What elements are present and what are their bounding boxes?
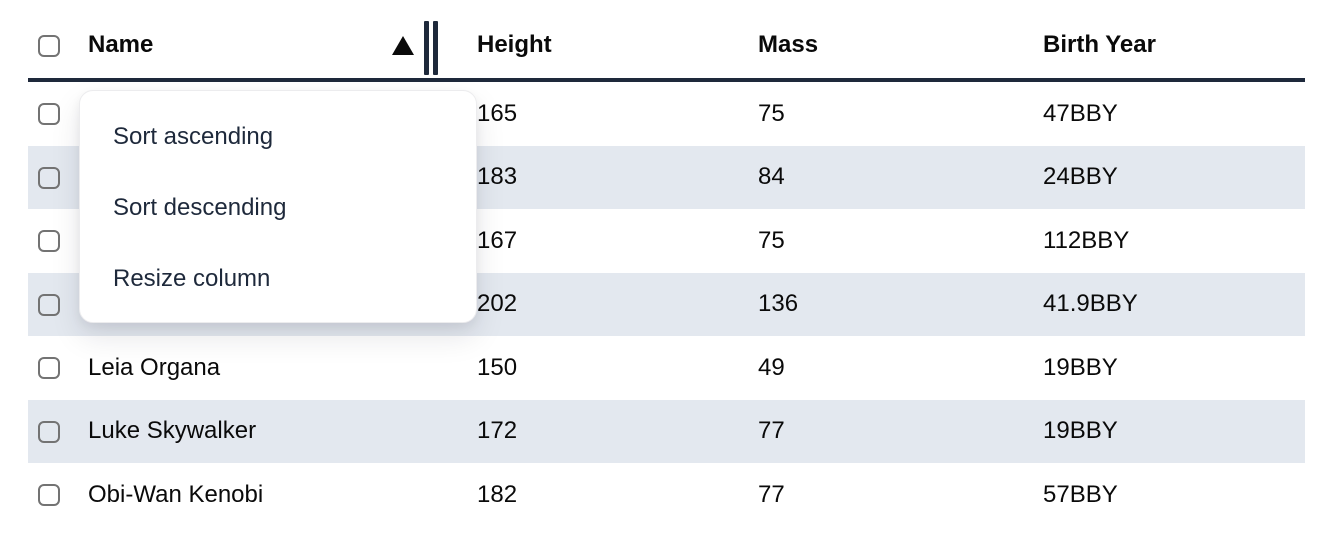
table-header-row: Name Height Mass Birth Year (28, 12, 1305, 82)
sort-ascending-icon (392, 36, 414, 55)
row-height: 172 (477, 417, 518, 445)
row-checkbox-cell (28, 100, 88, 128)
row-checkbox[interactable] (38, 420, 60, 443)
row-mass: 77 (758, 417, 785, 445)
table-row[interactable]: Leia Organa 150 49 19BBY (28, 336, 1305, 400)
row-height: 202 (477, 290, 518, 318)
menu-item-sort-ascending[interactable]: Sort ascending (113, 122, 274, 150)
column-header-height[interactable]: Height (477, 31, 552, 58)
row-height: 182 (477, 480, 518, 508)
row-birth-year: 47BBY (1043, 99, 1118, 127)
row-checkbox-cell (28, 417, 88, 445)
row-birth-year: 19BBY (1043, 417, 1118, 445)
table-row[interactable]: 165 75 47BBY (28, 82, 1305, 146)
table-row[interactable]: 167 75 112BBY (28, 209, 1305, 273)
row-mass: 77 (758, 480, 785, 508)
row-name: Luke Skywalker (88, 417, 257, 445)
column-header-birth-year[interactable]: Birth Year (1043, 31, 1156, 58)
row-checkbox[interactable] (38, 357, 60, 380)
row-name: Obi-Wan Kenobi (88, 480, 264, 508)
row-height: 150 (477, 353, 518, 381)
table-row[interactable]: Luke Skywalker 172 77 19BBY (28, 399, 1305, 463)
row-checkbox-cell (28, 227, 88, 255)
column-header-name[interactable]: Name (88, 12, 477, 78)
column-header-name-label: Name (88, 31, 154, 58)
row-mass: 49 (758, 353, 785, 381)
row-checkbox[interactable] (38, 166, 60, 189)
header-checkbox-cell (28, 31, 88, 59)
table-row[interactable]: Obi-Wan Kenobi 182 77 57BBY (28, 463, 1305, 509)
row-checkbox-cell (28, 290, 88, 318)
row-height: 183 (477, 163, 518, 191)
menu-item-sort-descending[interactable]: Sort descending (113, 193, 287, 221)
row-birth-year: 112BBY (1043, 226, 1130, 254)
menu-item-resize-column[interactable]: Resize column (113, 264, 271, 292)
row-height: 167 (477, 226, 518, 254)
row-birth-year: 19BBY (1043, 353, 1118, 381)
row-birth-year: 24BBY (1043, 163, 1118, 191)
row-height: 165 (477, 99, 518, 127)
row-mass: 75 (758, 226, 785, 254)
row-checkbox-cell (28, 481, 88, 509)
row-checkbox-cell (28, 163, 88, 191)
row-mass: 84 (758, 163, 785, 191)
column-resize-handle[interactable] (424, 21, 438, 75)
row-checkbox[interactable] (38, 230, 60, 253)
select-all-checkbox[interactable] (38, 34, 60, 57)
row-mass: 136 (758, 290, 799, 318)
row-name: Leia Organa (88, 353, 221, 381)
column-context-menu: Sort ascending Sort descending Resize co… (79, 90, 477, 323)
row-checkbox[interactable] (38, 293, 60, 316)
row-checkbox[interactable] (38, 103, 60, 126)
row-birth-year: 41.9BBY (1043, 290, 1138, 318)
row-checkbox[interactable] (38, 484, 60, 507)
row-checkbox-cell (28, 354, 88, 382)
column-header-mass[interactable]: Mass (758, 31, 819, 58)
row-mass: 75 (758, 99, 785, 127)
row-birth-year: 57BBY (1043, 480, 1118, 508)
